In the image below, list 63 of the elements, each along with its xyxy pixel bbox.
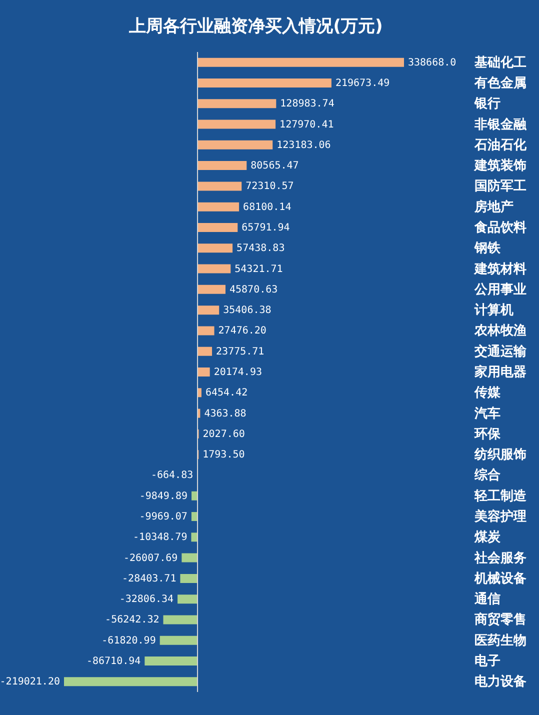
data-label: 127970.41 xyxy=(280,119,334,130)
y-tick-label: 美容护理 xyxy=(474,508,526,525)
y-tick-label: 基础化工 xyxy=(474,55,526,70)
data-label: -32806.34 xyxy=(119,594,174,606)
data-label: -86710.94 xyxy=(86,656,141,668)
y-tick-label: 汽车 xyxy=(474,405,500,422)
y-tick-label: 交通运输 xyxy=(474,343,528,360)
y-tick-label: 农林牧渔 xyxy=(474,324,526,339)
data-label: 65791.94 xyxy=(242,222,290,234)
y-tick-label: 传媒 xyxy=(474,386,502,401)
y-tick-label: 建筑材料 xyxy=(474,262,526,277)
data-label: 20174.93 xyxy=(214,367,262,378)
y-tick-label: 商贸零售 xyxy=(474,612,526,628)
chart-title: 上周各行业融资净买入情况(万元) xyxy=(128,16,383,36)
data-label: 1793.50 xyxy=(202,450,245,461)
y-tick-label: 食品饮料 xyxy=(474,220,526,236)
data-label: 6454.42 xyxy=(205,388,248,399)
y-tick-label: 社会服务 xyxy=(474,550,526,566)
y-tick-label: 建筑装饰 xyxy=(474,158,526,174)
data-label: 128983.74 xyxy=(280,98,334,110)
y-tick-label: 轻工制造 xyxy=(474,488,528,504)
y-tick-label: 银行 xyxy=(474,96,500,112)
y-tick-label: 通信 xyxy=(474,591,500,608)
y-tick-label: 医药生物 xyxy=(474,632,526,648)
data-label: -28403.71 xyxy=(122,573,176,584)
y-tick-label: 非银金融 xyxy=(474,117,528,132)
y-tick-label: 有色金属 xyxy=(474,76,526,91)
y-tick-label: 电力设备 xyxy=(474,674,526,690)
data-label: 219673.49 xyxy=(335,78,390,89)
data-label: 35406.38 xyxy=(223,305,272,316)
data-label: -219021.20 xyxy=(0,676,60,688)
y-tick-label: 电子 xyxy=(474,654,500,670)
data-label: -56242.32 xyxy=(105,614,160,626)
y-tick-label: 国防军工 xyxy=(474,178,526,194)
data-label: 23775.71 xyxy=(216,346,264,358)
data-label: -10348.79 xyxy=(133,532,188,544)
data-label: -9849.89 xyxy=(139,490,188,502)
y-tick-label: 计算机 xyxy=(474,303,514,318)
y-tick-label: 公用事业 xyxy=(474,282,526,298)
y-tick-label: 综合 xyxy=(474,467,500,484)
y-tick-label: 环保 xyxy=(474,426,502,442)
data-label: 4363.88 xyxy=(204,408,246,420)
y-tick-label: 家用电器 xyxy=(474,364,526,380)
y-tick-label: 煤炭 xyxy=(474,530,502,546)
data-label: 27476.20 xyxy=(218,326,266,337)
data-label: 80565.47 xyxy=(250,160,299,172)
data-label: 2027.60 xyxy=(202,428,245,440)
data-label: 72310.57 xyxy=(246,181,294,192)
data-label: 68100.14 xyxy=(243,202,292,213)
data-label: -9969.07 xyxy=(139,512,188,523)
y-tick-label: 石油石化 xyxy=(474,138,528,153)
data-label: 54321.71 xyxy=(234,264,283,275)
data-label: 338668.0 xyxy=(408,57,456,68)
data-label: -26007.69 xyxy=(123,552,178,564)
data-label: 45870.63 xyxy=(229,284,278,296)
y-tick-label: 钢铁 xyxy=(474,241,502,256)
data-label: -61820.99 xyxy=(102,635,156,646)
data-label: 57438.83 xyxy=(236,243,285,254)
y-tick-label: 纺织服饰 xyxy=(474,446,526,463)
data-label: -664.83 xyxy=(150,470,194,482)
y-tick-label: 房地产 xyxy=(474,198,514,215)
data-label: 123183.06 xyxy=(276,140,331,151)
y-tick-label: 机械设备 xyxy=(474,571,526,586)
